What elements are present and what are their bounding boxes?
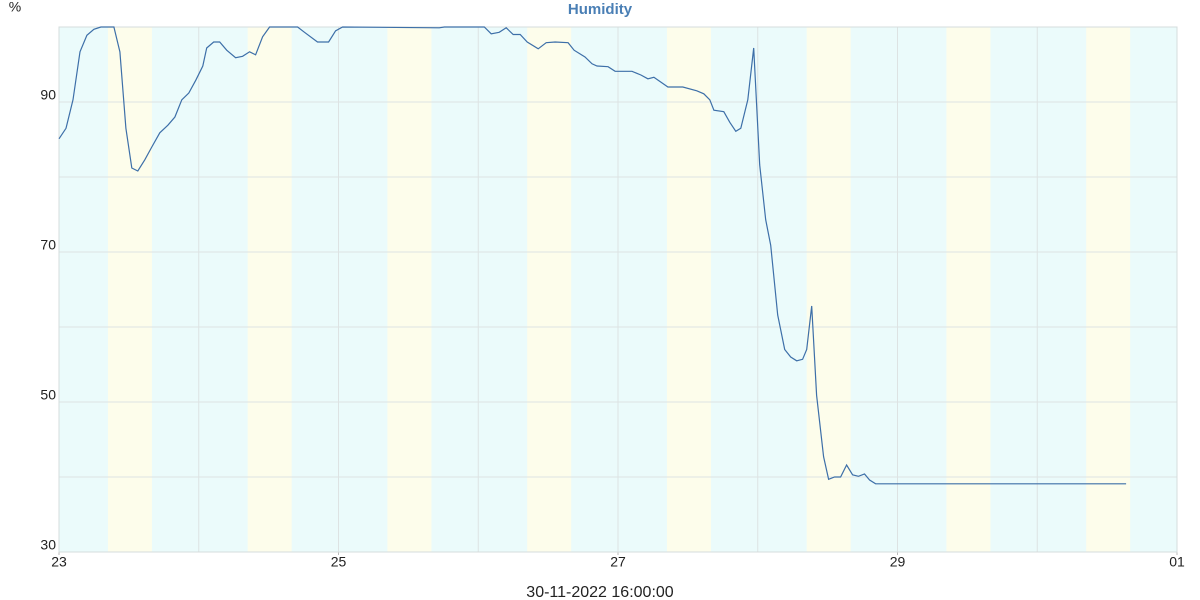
y-axis-label: % xyxy=(9,0,21,15)
y-tick-label: 90 xyxy=(40,87,56,103)
day-band xyxy=(527,27,572,552)
x-tick-label: 29 xyxy=(890,554,906,570)
day-band xyxy=(107,27,152,552)
chart-title: Humidity xyxy=(568,1,633,18)
x-tick-label: 25 xyxy=(331,554,347,570)
day-band xyxy=(666,27,711,552)
day-band xyxy=(1086,27,1131,552)
day-band xyxy=(806,27,851,552)
y-tick-label: 70 xyxy=(40,237,56,253)
x-tick-label: 01 xyxy=(1169,554,1185,570)
y-tick-label: 30 xyxy=(40,537,56,553)
y-tick-label: 50 xyxy=(40,387,56,403)
day-band xyxy=(247,27,292,552)
day-band xyxy=(946,27,991,552)
x-axis-label: 30-11-2022 16:00:00 xyxy=(526,584,673,600)
x-tick-label: 23 xyxy=(51,554,67,570)
x-tick-label: 27 xyxy=(610,554,626,570)
data-line xyxy=(58,26,1127,485)
day-band xyxy=(387,27,432,552)
plot-border xyxy=(58,26,1178,553)
